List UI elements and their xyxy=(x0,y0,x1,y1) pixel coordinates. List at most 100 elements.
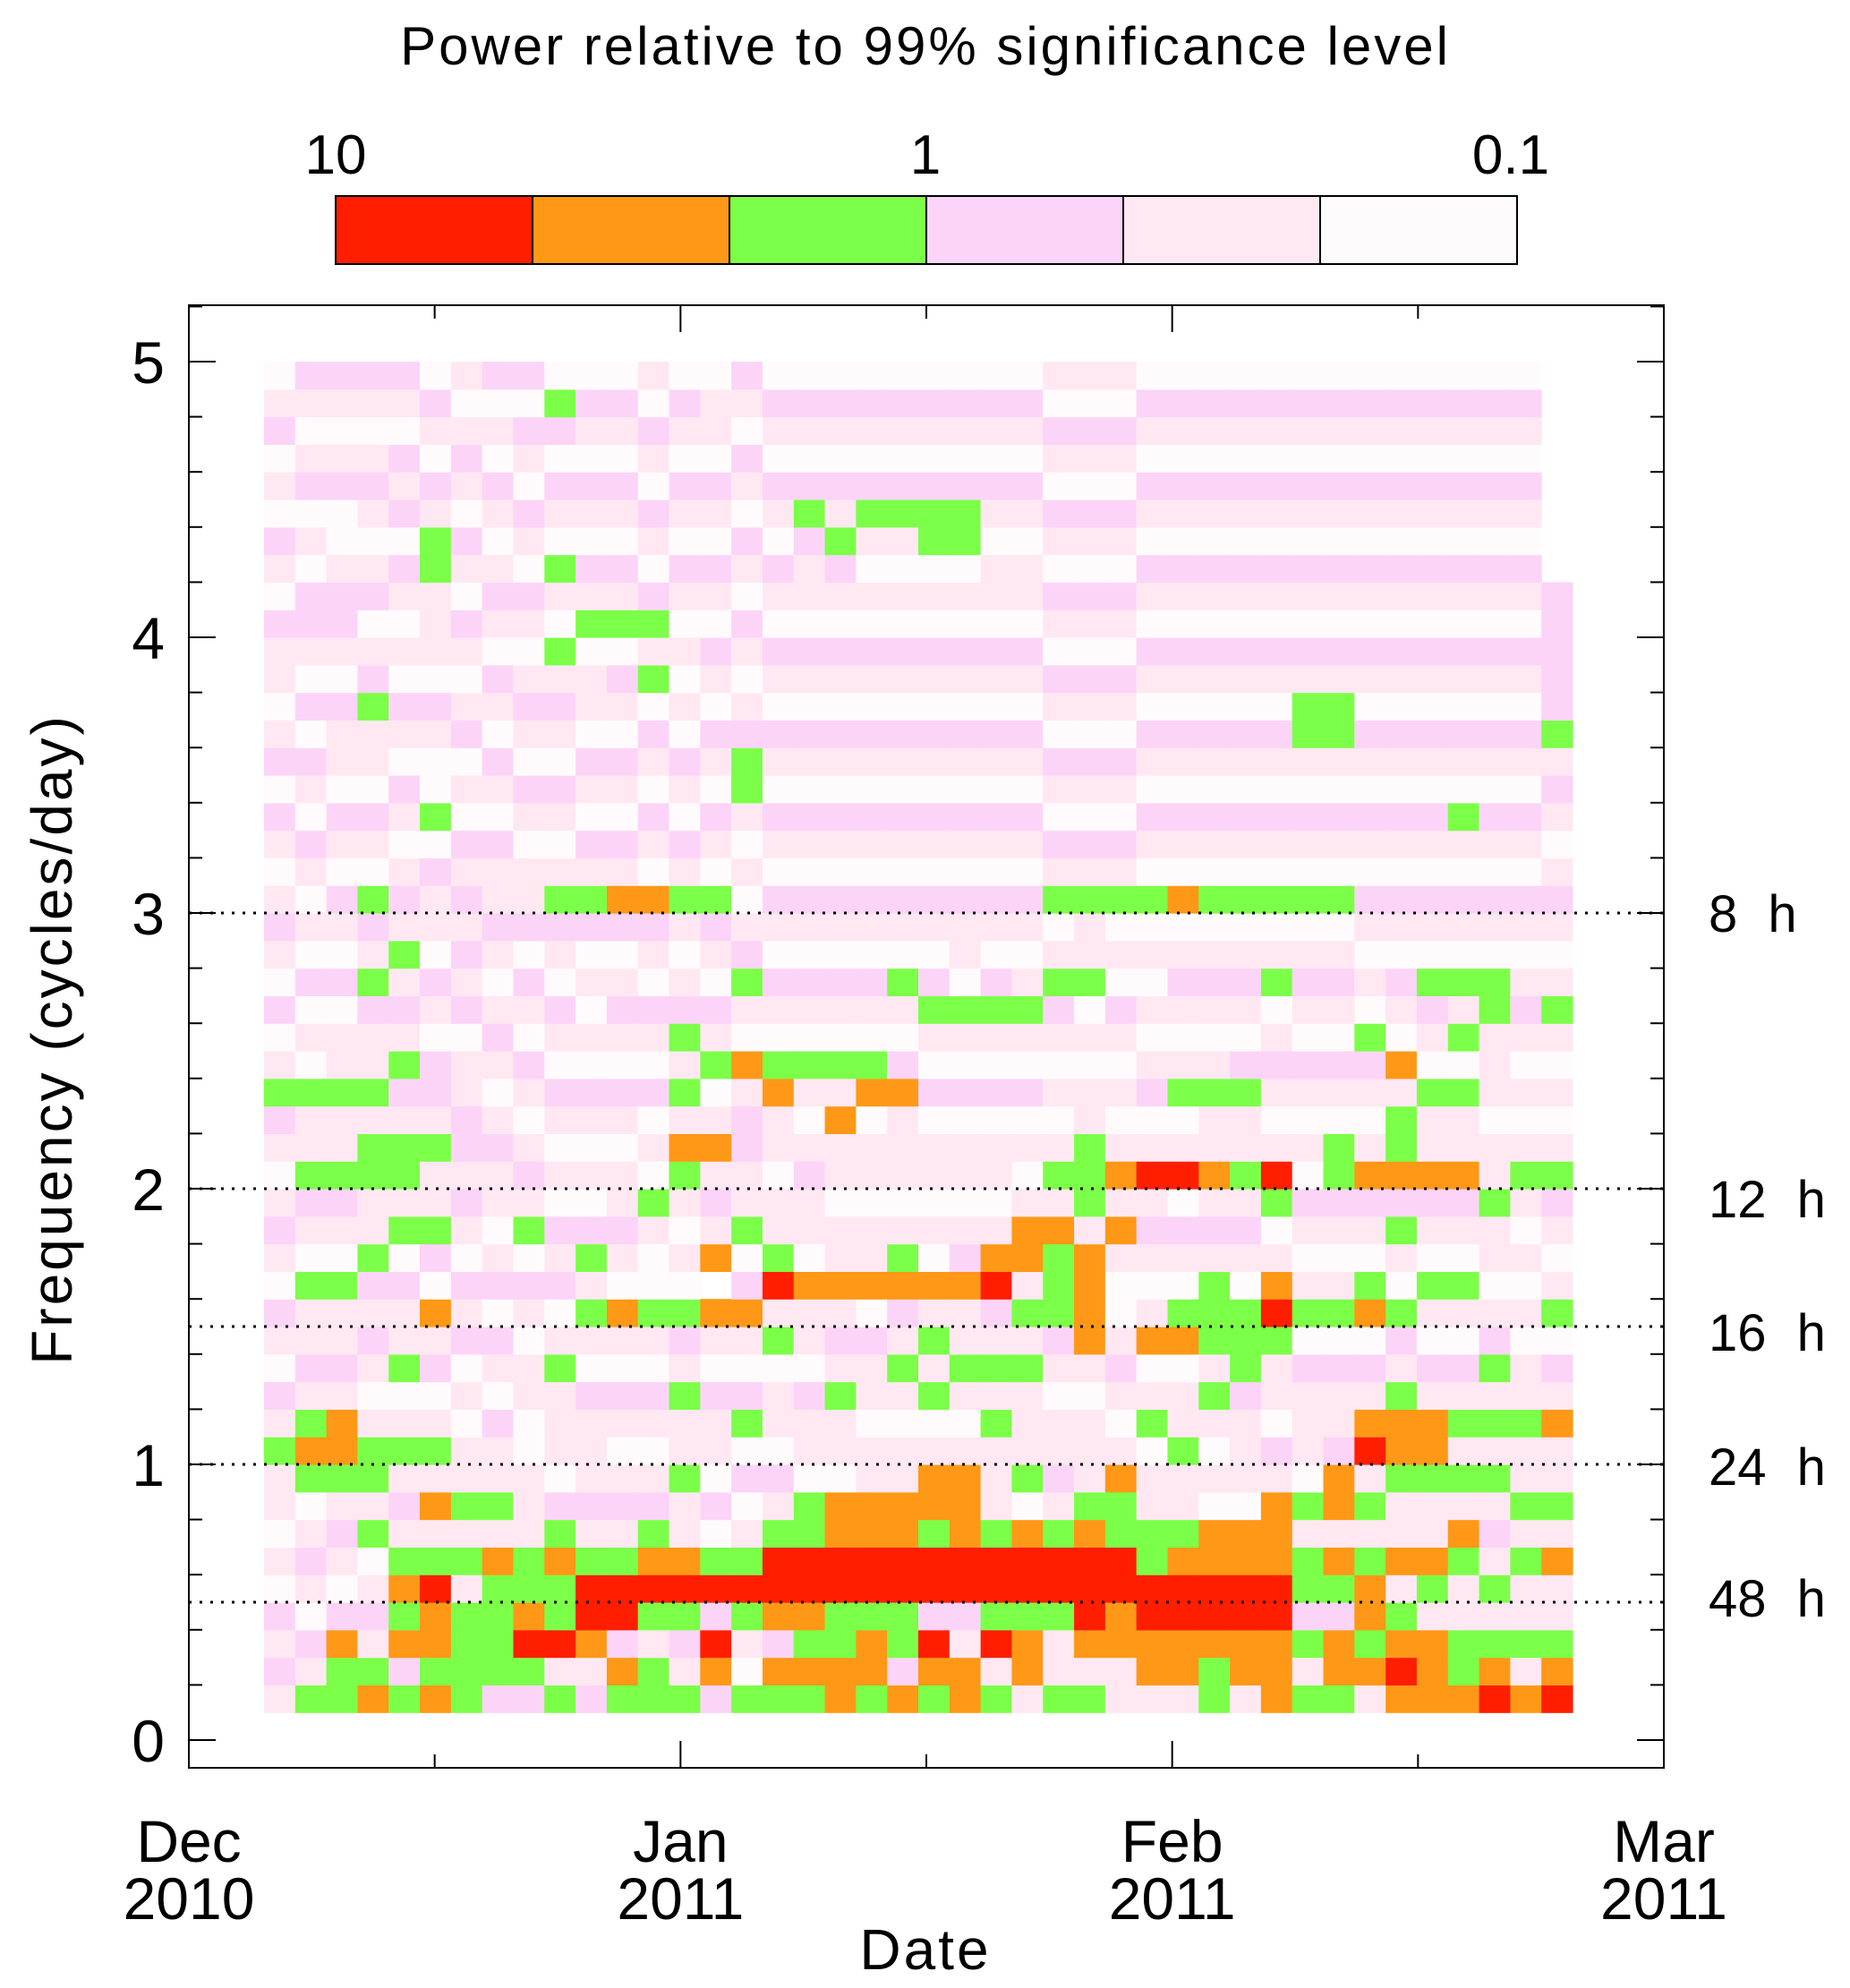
heatmap-cell xyxy=(1011,1519,1044,1548)
heatmap-cell xyxy=(1074,857,1106,886)
heatmap-cell xyxy=(575,362,608,390)
heatmap-cell xyxy=(1416,747,1449,776)
heatmap-cell xyxy=(1447,664,1480,694)
heatmap-cell xyxy=(1043,1271,1075,1300)
heatmap-cell xyxy=(1104,416,1138,445)
heatmap-cell xyxy=(450,526,483,556)
heatmap-cell xyxy=(1292,885,1325,914)
heatmap-cell xyxy=(856,1271,888,1300)
heatmap-cell xyxy=(1198,1243,1231,1272)
heatmap-cell xyxy=(1510,1381,1542,1410)
heatmap-cell xyxy=(482,775,515,804)
heatmap-cell xyxy=(1074,995,1106,1024)
heatmap-cell xyxy=(762,582,795,610)
heatmap-cell xyxy=(1447,1602,1480,1631)
heatmap-cell xyxy=(450,1161,483,1190)
heatmap-cell xyxy=(1292,1519,1325,1548)
heatmap-cell xyxy=(388,526,421,556)
heatmap-cell xyxy=(793,664,826,694)
heatmap-cell xyxy=(544,416,576,445)
heatmap-cell xyxy=(949,1491,982,1521)
heatmap-cell xyxy=(1104,1023,1138,1052)
heatmap-cell xyxy=(793,1327,826,1355)
heatmap-cell xyxy=(918,1437,951,1465)
heatmap-cell xyxy=(887,1327,919,1355)
heatmap-cell xyxy=(980,1189,1013,1217)
heatmap-cell xyxy=(669,1547,701,1575)
heatmap-cell xyxy=(1104,913,1138,942)
heatmap-cell xyxy=(1354,1327,1386,1355)
heatmap-cell xyxy=(513,1547,545,1575)
heatmap-cell xyxy=(918,1464,951,1493)
heatmap-cell xyxy=(482,1409,515,1438)
heatmap-cell xyxy=(1136,1685,1169,1713)
heatmap-cell xyxy=(513,1133,545,1162)
heatmap-cell xyxy=(980,416,1013,445)
heatmap-cell xyxy=(731,1161,763,1190)
heatmap-cell xyxy=(420,913,452,942)
heatmap-cell xyxy=(1385,1409,1418,1438)
heatmap-cell xyxy=(1447,1353,1480,1383)
heatmap-cell xyxy=(326,1271,359,1300)
heatmap-cell xyxy=(450,940,483,969)
heatmap-cell xyxy=(762,554,795,583)
heatmap-cell xyxy=(980,1243,1013,1272)
heatmap-cell xyxy=(793,1381,826,1410)
heatmap-cell xyxy=(1198,775,1231,804)
heatmap-cell xyxy=(980,388,1013,418)
heatmap-cell xyxy=(575,1216,608,1245)
heatmap-cell xyxy=(762,637,795,666)
heatmap-cell xyxy=(1479,830,1511,858)
heatmap-cell xyxy=(949,1023,982,1052)
heatmap-cell xyxy=(1447,1381,1480,1410)
heatmap-cell xyxy=(1323,444,1355,473)
heatmap-cell xyxy=(1323,830,1355,858)
heatmap-cell xyxy=(1541,940,1573,969)
heatmap-cell xyxy=(1074,1189,1106,1217)
heatmap-cell xyxy=(824,1051,857,1079)
heatmap-cell xyxy=(575,416,608,445)
heatmap-cell xyxy=(1354,499,1386,528)
heatmap-cell xyxy=(856,802,888,832)
heatmap-cell xyxy=(762,1629,795,1659)
heatmap-cell xyxy=(326,1685,359,1713)
heatmap-cell xyxy=(1043,1547,1075,1575)
heatmap-cell xyxy=(1416,1629,1449,1659)
heatmap-cell xyxy=(793,444,826,473)
heatmap-cell xyxy=(1104,1299,1138,1327)
heatmap-cell xyxy=(606,1574,639,1603)
heatmap-cell xyxy=(1447,1299,1480,1327)
heatmap-cell xyxy=(482,1547,515,1575)
heatmap-cell xyxy=(575,1161,608,1190)
heatmap-cell xyxy=(1479,1353,1511,1383)
heatmap-cell xyxy=(1447,1105,1480,1134)
colorbar-swatch xyxy=(532,195,730,265)
heatmap-cell xyxy=(1323,664,1355,694)
heatmap-cell xyxy=(700,499,732,528)
heatmap-cell xyxy=(1167,1327,1199,1355)
heatmap-cell xyxy=(1043,720,1075,748)
heatmap-cell xyxy=(326,362,359,390)
heatmap-cell xyxy=(1260,1216,1293,1245)
heatmap-cell xyxy=(264,362,296,390)
heatmap-cell xyxy=(326,664,359,694)
heatmap-cell xyxy=(1043,692,1075,721)
heatmap-cell xyxy=(1230,1271,1262,1300)
heatmap-cell xyxy=(264,1189,296,1217)
heatmap-cell xyxy=(1292,1574,1325,1603)
heatmap-cell xyxy=(1416,885,1449,914)
heatmap-cell xyxy=(1230,1189,1262,1217)
heatmap-cell xyxy=(1416,1023,1449,1052)
heatmap-cell xyxy=(918,775,951,804)
heatmap-cell xyxy=(793,1105,826,1134)
heatmap-cell xyxy=(731,830,763,858)
heatmap-cell xyxy=(700,1243,732,1272)
heatmap-cell xyxy=(762,1078,795,1107)
heatmap-cell xyxy=(1479,388,1511,418)
heatmap-cell xyxy=(793,1271,826,1300)
heatmap-cell xyxy=(1385,968,1418,996)
heatmap-cell xyxy=(824,1133,857,1162)
heatmap-cell xyxy=(1292,802,1325,832)
heatmap-cell xyxy=(1167,526,1199,556)
heatmap-cell xyxy=(637,499,670,528)
